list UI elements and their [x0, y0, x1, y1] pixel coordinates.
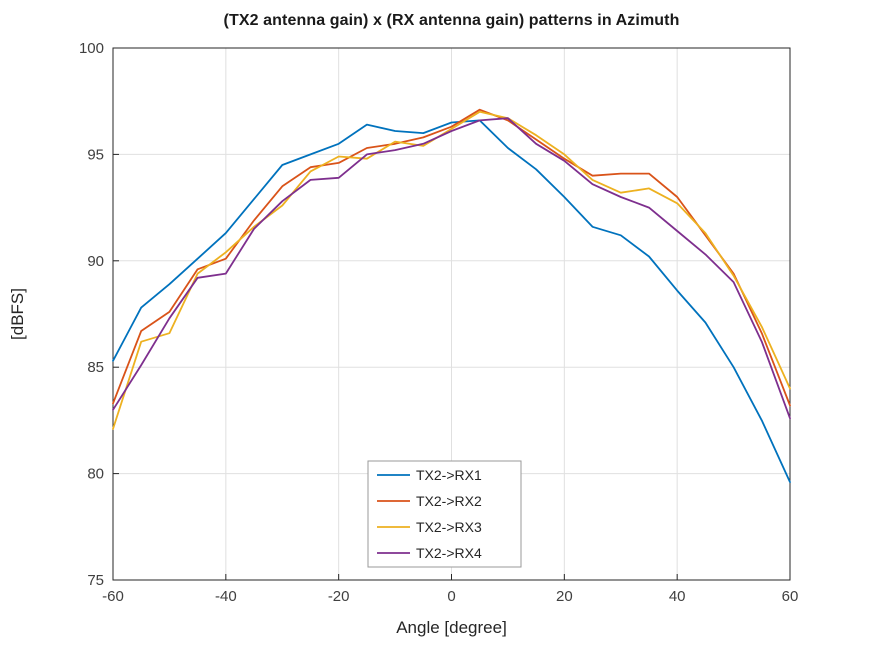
series-line-tx2-rx3 — [112, 110, 791, 430]
legend-label: TX2->RX4 — [416, 545, 482, 561]
series-line-tx2-rx4 — [112, 117, 791, 420]
y-tick-label: 85 — [87, 359, 104, 376]
legend-box — [367, 460, 522, 568]
legend-label: TX2->RX1 — [416, 467, 482, 483]
legend-label: TX2->RX3 — [416, 519, 482, 535]
x-axis-label: Angle [degree] — [396, 618, 507, 637]
y-tick-label: 100 — [79, 40, 104, 57]
series-line-tx2-rx2 — [112, 108, 791, 407]
y-tick-label: 80 — [87, 466, 104, 483]
y-tick-label: 75 — [87, 572, 104, 589]
x-tick-label: -60 — [102, 588, 124, 605]
x-tick-label: -20 — [328, 588, 350, 605]
legend: TX2->RX1 TX2->RX2 TX2->RX3 TX2->RX4 — [367, 460, 522, 568]
y-tick-label: 90 — [87, 253, 104, 270]
chart-title: (TX2 antenna gain) x (RX antenna gain) p… — [223, 12, 680, 29]
x-tick-label: 20 — [556, 588, 573, 605]
x-tick-label: -40 — [215, 588, 237, 605]
x-tick-label: 60 — [782, 588, 799, 605]
series-line-tx2-rx1 — [112, 119, 791, 484]
x-tick-label: 0 — [447, 588, 455, 605]
x-tick-label: 40 — [669, 588, 686, 605]
y-tick-label: 95 — [87, 146, 104, 163]
legend-label: TX2->RX2 — [416, 493, 482, 509]
